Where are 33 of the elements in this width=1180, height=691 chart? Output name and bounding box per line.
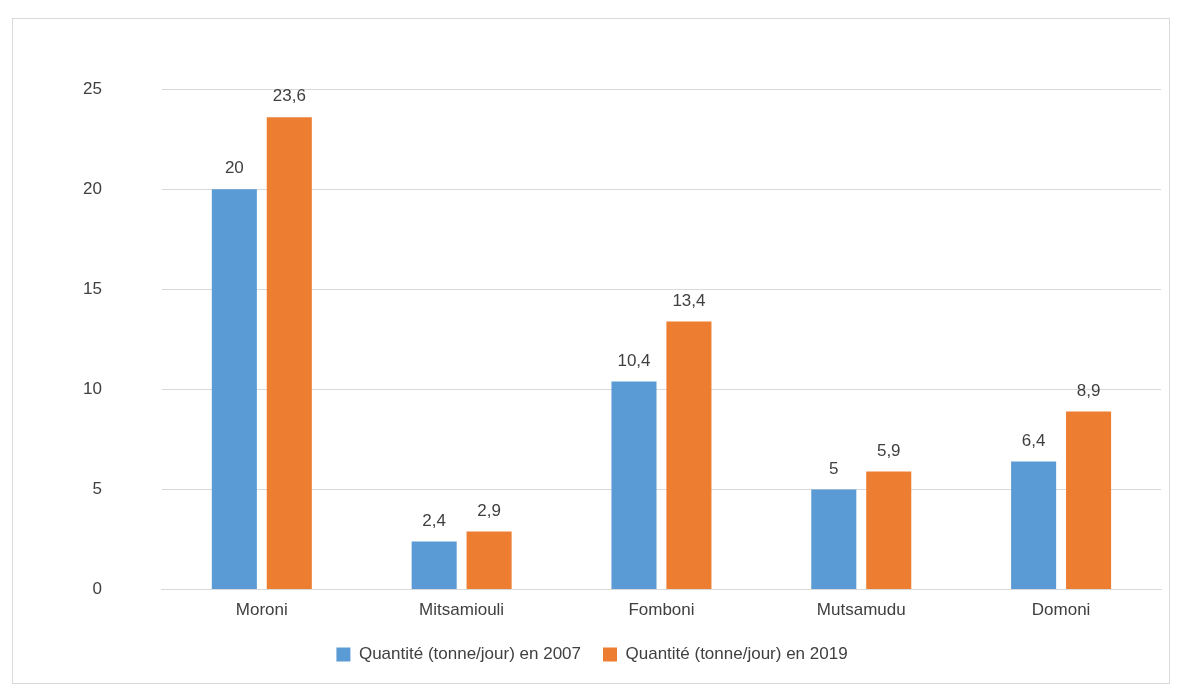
legend-label: Quantité (tonne/jour) en 2007 — [358, 644, 582, 664]
data-label: 8,9 — [1076, 380, 1101, 400]
data-label: 6,4 — [1021, 430, 1046, 450]
y-tick-label: 10 — [82, 379, 102, 399]
x-tick-label: Domoni — [1031, 600, 1091, 620]
bar — [1066, 411, 1112, 590]
bar — [666, 321, 712, 590]
data-label: 5,9 — [876, 440, 901, 460]
x-tick-label: Moroni — [235, 600, 288, 620]
legend-label: Quantité (tonne/jour) en 2019 — [625, 644, 848, 664]
y-tick-label: 20 — [82, 178, 102, 198]
data-label: 23,6 — [272, 86, 306, 106]
y-tick-label: 15 — [82, 279, 102, 299]
data-label: 13,4 — [672, 290, 706, 310]
bar — [211, 189, 257, 590]
bar — [411, 541, 457, 590]
y-tick-label: 5 — [92, 479, 102, 499]
bar — [466, 531, 512, 590]
x-tick-label: Fomboni — [628, 600, 695, 620]
y-tick-label: 0 — [92, 579, 102, 599]
x-tick-label: Mutsamudu — [816, 600, 906, 620]
bar — [266, 117, 312, 590]
bar — [866, 471, 912, 590]
data-label: 5 — [829, 458, 839, 478]
data-label: 10,4 — [617, 350, 651, 370]
data-label: 2,9 — [477, 500, 501, 520]
bar — [1011, 461, 1057, 590]
x-tick-label: Mitsamiouli — [419, 600, 505, 620]
bar — [811, 489, 857, 590]
data-label: 2,4 — [422, 510, 446, 530]
bar — [611, 381, 657, 590]
data-label: 20 — [224, 158, 244, 178]
y-tick-label: 25 — [82, 78, 102, 98]
